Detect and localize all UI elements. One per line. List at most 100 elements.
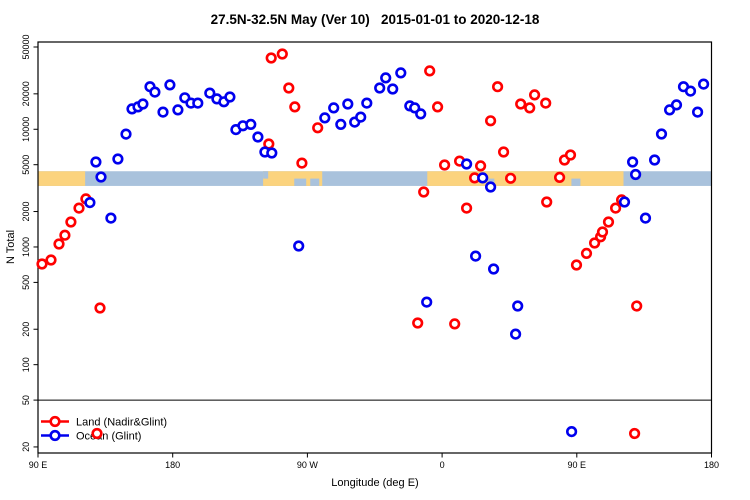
data-point-ocean — [509, 328, 522, 340]
data-point-ocean — [335, 118, 347, 130]
data-point-ocean — [691, 106, 704, 118]
legend-symbol-ocean-marker — [49, 429, 61, 442]
legend-item-ocean: Ocean (Glint) — [41, 429, 141, 443]
data-point-land — [449, 318, 461, 330]
x-tick-label: 90 E — [568, 460, 587, 470]
data-point-ocean — [192, 97, 204, 109]
data-point-ocean — [149, 86, 161, 98]
data-point-ocean — [224, 91, 236, 103]
data-point-ocean — [485, 181, 497, 193]
y-tick-label: 50 — [21, 395, 31, 405]
y-tick-label: 50000 — [21, 34, 31, 59]
data-point-ocean — [477, 172, 489, 184]
data-point-land — [541, 196, 553, 208]
band-land-segment — [263, 171, 323, 186]
data-point-ocean — [319, 112, 331, 124]
data-point-ocean — [395, 67, 407, 79]
data-point-ocean — [655, 128, 668, 140]
legend-item-land: Land (Nadir&Glint) — [41, 415, 167, 429]
x-tick-label: 0 — [440, 460, 445, 470]
data-point-land — [492, 81, 504, 93]
data-point-land — [296, 157, 308, 169]
data-point-ocean — [95, 171, 107, 183]
data-point-ocean — [105, 212, 117, 224]
data-point-land — [276, 48, 288, 60]
band-water-cutout — [294, 178, 307, 186]
y-tick-label: 20000 — [21, 81, 31, 106]
data-point-ocean — [204, 87, 216, 99]
y-tick-label: 10000 — [21, 117, 31, 142]
data-point-ocean — [157, 106, 169, 118]
data-point-land — [439, 159, 451, 171]
data-point-land — [475, 160, 487, 172]
data-point-ocean — [648, 154, 661, 166]
data-point-ocean — [639, 212, 652, 224]
data-point-land — [631, 300, 643, 312]
data-point-land — [283, 82, 295, 94]
data-point-ocean — [112, 153, 124, 165]
data-point-land — [628, 427, 641, 440]
land-ocean-strip — [38, 171, 712, 186]
data-point-land — [36, 258, 48, 270]
data-point-land — [461, 202, 473, 214]
data-point-land — [570, 259, 583, 271]
x-tick-label: 180 — [704, 460, 719, 470]
data-point-ocean — [626, 156, 639, 168]
data-point-ocean — [266, 147, 278, 159]
data-point-land — [602, 216, 615, 228]
data-point-ocean — [252, 131, 264, 143]
data-point-land — [289, 101, 301, 113]
y-tick-label: 20 — [21, 442, 31, 452]
data-point-ocean — [380, 72, 392, 84]
data-point-ocean — [670, 99, 683, 111]
legend: Land (Nadir&Glint) Ocean (Glint) — [41, 415, 167, 443]
data-point-land — [515, 98, 527, 110]
data-point-land — [424, 65, 436, 77]
x-tick-label: 90 E — [29, 460, 48, 470]
data-point-ocean — [421, 296, 433, 308]
y-tick-label: 100 — [21, 357, 31, 372]
data-point-land — [73, 202, 85, 214]
x-tick-label: 90 W — [297, 460, 319, 470]
data-point-ocean — [361, 97, 373, 109]
data-point-ocean — [90, 156, 102, 168]
data-point-ocean — [120, 128, 132, 140]
data-point-ocean — [512, 300, 524, 312]
data-point-ocean — [355, 111, 367, 123]
y-tick-label: 500 — [21, 275, 31, 290]
data-point-ocean — [565, 426, 578, 438]
data-point-land — [553, 171, 566, 183]
data-points-layer — [36, 48, 710, 440]
data-point-ocean — [137, 98, 149, 110]
data-point-ocean — [374, 82, 386, 94]
data-point-ocean — [293, 240, 305, 252]
chart-title: 27.5N-32.5N May (Ver 10) 2015-01-01 to 2… — [211, 12, 540, 27]
data-point-ocean — [461, 158, 473, 170]
band-water-cutout — [263, 171, 269, 179]
data-point-ocean — [164, 79, 176, 91]
data-point-land — [265, 52, 277, 64]
data-point-land — [505, 172, 517, 184]
y-tick-label: 5000 — [21, 155, 31, 175]
data-point-land — [609, 202, 622, 214]
data-point-ocean — [172, 104, 184, 116]
data-point-land — [412, 317, 424, 329]
data-point-land — [540, 97, 552, 109]
data-point-ocean — [488, 263, 500, 275]
data-point-ocean — [415, 108, 427, 120]
data-point-land — [94, 302, 106, 314]
data-point-land — [528, 89, 541, 101]
band-land-segment — [38, 171, 86, 186]
legend-label-ocean: Ocean (Glint) — [76, 431, 141, 443]
x-tick-label: 180 — [165, 460, 180, 470]
data-point-land — [312, 122, 324, 134]
data-point-land — [65, 216, 77, 228]
data-point-land — [432, 101, 444, 113]
data-point-land — [564, 149, 577, 161]
data-point-land — [485, 115, 497, 127]
legend-symbol-land-marker — [49, 415, 61, 428]
data-point-land — [580, 247, 593, 259]
y-tick-label: 200 — [21, 322, 31, 337]
